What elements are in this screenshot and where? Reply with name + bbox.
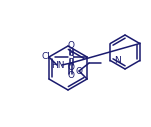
Text: HN: HN xyxy=(51,61,65,70)
Text: O: O xyxy=(67,64,75,73)
Text: O: O xyxy=(76,67,83,75)
Text: N: N xyxy=(114,56,121,65)
Text: O: O xyxy=(67,42,75,51)
Text: O: O xyxy=(67,72,74,81)
Text: Cl: Cl xyxy=(41,52,50,61)
Text: S: S xyxy=(68,52,74,61)
